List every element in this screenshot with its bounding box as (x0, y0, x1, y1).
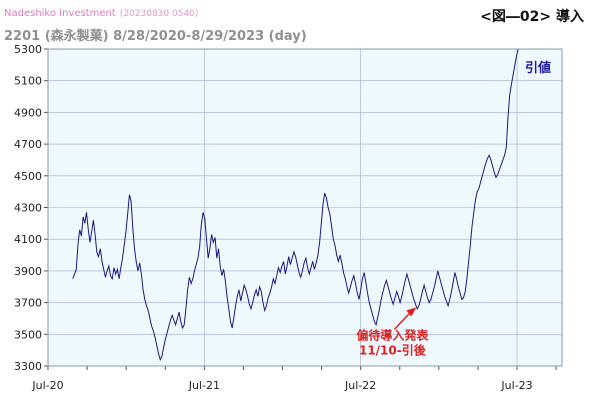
y-tick-label: 3500 (14, 328, 42, 341)
y-tick-label: 4500 (14, 170, 42, 183)
x-axis: Jul-20 Jul-21 Jul-22 Jul-23 (31, 366, 557, 392)
x-tick-label: Jul-23 (500, 379, 532, 392)
y-tick-label: 5300 (14, 43, 42, 56)
chart-title: 2201 (森永製菓) 8/28/2020-8/29/2023 (day) (4, 29, 307, 44)
x-tick-label: Jul-20 (31, 379, 63, 392)
source-name: Nadeshiko Investment (4, 8, 116, 19)
chart-source: Nadeshiko Investment (20230830 0540) (4, 8, 198, 19)
y-tick-label: 3700 (14, 297, 42, 310)
y-tick-label: 4100 (14, 233, 42, 246)
y-tick-label: 5100 (14, 75, 42, 88)
source-stamp: (20230830 0540) (119, 9, 199, 19)
legend-label: 引値 (525, 60, 551, 76)
y-tick-label: 3300 (14, 360, 42, 373)
y-axis: 3300 3500 3700 3900 4100 4300 4500 4700 4900 5100… (14, 43, 48, 373)
y-tick-label: 4300 (14, 202, 42, 215)
figure-label: <図―02> 導入 (480, 9, 584, 25)
plot-border (47, 48, 563, 367)
y-tick-label: 4900 (14, 106, 42, 119)
annotation-arrow-head (406, 307, 417, 317)
y-tick-label: 3900 (14, 265, 42, 278)
x-tick-label: Jul-21 (188, 379, 220, 392)
annotation-text-line: 偏待導入発表 (356, 327, 429, 342)
series-line-close (72, 48, 519, 362)
annotation-text-line: 11/10-引後 (359, 342, 427, 357)
x-tick-label: Jul-22 (344, 379, 376, 392)
y-tick-label: 4700 (14, 138, 42, 151)
